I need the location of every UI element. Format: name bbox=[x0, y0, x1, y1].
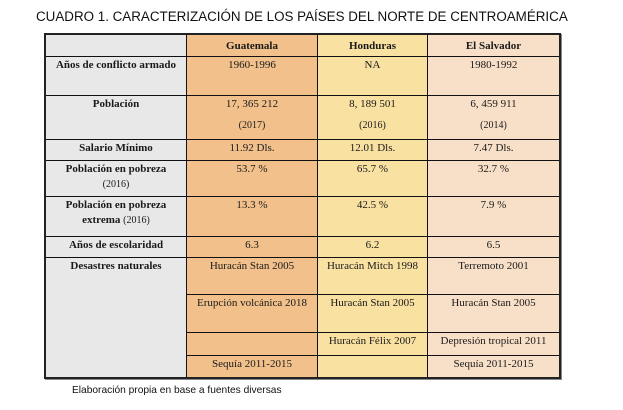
population-value: 6, 459 911 bbox=[470, 98, 517, 110]
cell-honduras: 8, 189 501 (2016) bbox=[317, 95, 428, 140]
cell-el-salvador: 6, 459 911 (2014) bbox=[427, 95, 561, 140]
population-year: (2014) bbox=[480, 120, 507, 131]
cell-guatemala: 13.3 % bbox=[186, 196, 318, 237]
table-title: CUADRO 1. CARACTERIZACIÓN DE LOS PAÍSES … bbox=[36, 9, 568, 24]
cell-honduras: 65.7 % bbox=[317, 160, 428, 197]
cell-honduras: 6.2 bbox=[317, 236, 428, 258]
label-text: Población en pobreza extrema bbox=[65, 199, 167, 226]
cell-el-salvador: Sequía 2011-2015 bbox=[427, 355, 561, 379]
cell-honduras: Huracán Mitch 1998 bbox=[317, 257, 428, 295]
cell-honduras: Huracán Félix 2007 bbox=[317, 332, 428, 356]
cell-el-salvador: 32.7 % bbox=[427, 160, 561, 197]
row-label-salario: Salario Mínimo bbox=[44, 139, 187, 161]
row-label-poblacion: Población bbox=[44, 95, 187, 140]
table-row: Sequía 2011-2015 Sequía 2011-2015 bbox=[45, 355, 561, 379]
cell-honduras: 12.01 Dls. bbox=[317, 139, 428, 161]
cell-guatemala: 53.7 % bbox=[186, 160, 318, 197]
header-empty bbox=[44, 33, 187, 57]
row-label-pobreza-extrema: Población en pobreza extrema (2016) bbox=[44, 196, 187, 237]
source-caption: Elaboración propia en base a fuentes div… bbox=[72, 385, 282, 396]
cell-honduras: Huracán Stan 2005 bbox=[317, 294, 428, 333]
row-label-desastres: Desastres naturales bbox=[44, 257, 187, 379]
cell-el-salvador: 6.5 bbox=[427, 236, 561, 258]
table-row: Años de conflicto armado 1960-1996 NA 19… bbox=[44, 56, 561, 96]
table-row: Población 17, 365 212 (2017) 8, 189 501 … bbox=[44, 95, 561, 140]
label-note: (2016) bbox=[123, 215, 150, 226]
cell-guatemala: Erupción volcánica 2018 bbox=[186, 294, 318, 333]
cell-honduras: 42.5 % bbox=[317, 196, 428, 237]
row-label-conflicto: Años de conflicto armado bbox=[44, 56, 187, 96]
table-row: Huracán Félix 2007 Depresión tropical 20… bbox=[45, 332, 561, 356]
label-text: Población en pobreza bbox=[65, 163, 167, 175]
population-year: (2016) bbox=[359, 120, 386, 131]
table-row: Años de escolaridad 6.3 6.2 6.5 bbox=[44, 236, 561, 258]
table-row: Erupción volcánica 2018 Huracán Stan 200… bbox=[45, 294, 561, 333]
header-guatemala: Guatemala bbox=[186, 33, 318, 57]
cell-honduras: NA bbox=[317, 56, 428, 96]
cell-guatemala: 6.3 bbox=[186, 236, 318, 258]
cell-guatemala: 17, 365 212 (2017) bbox=[186, 95, 318, 140]
header-honduras: Honduras bbox=[317, 33, 428, 57]
row-label-pobreza: Población en pobreza (2016) bbox=[44, 160, 187, 197]
population-value: 8, 189 501 bbox=[349, 98, 396, 110]
cell-guatemala bbox=[186, 332, 318, 356]
population-year: (2017) bbox=[238, 120, 266, 131]
cell-guatemala: 11.92 Dls. bbox=[186, 139, 318, 161]
cell-el-salvador: Terremoto 2001 bbox=[427, 257, 561, 295]
cell-el-salvador: 7.47 Dls. bbox=[427, 139, 561, 161]
cell-el-salvador: 7.9 % bbox=[427, 196, 561, 237]
label-note: (2016) bbox=[102, 179, 130, 190]
header-el-salvador: El Salvador bbox=[427, 33, 561, 57]
population-value: 17, 365 212 bbox=[225, 98, 279, 110]
cell-el-salvador: Huracán Stan 2005 bbox=[427, 294, 561, 333]
cell-guatemala: Sequía 2011-2015 bbox=[186, 355, 318, 379]
cell-guatemala: 1960-1996 bbox=[186, 56, 318, 96]
cell-el-salvador: Depresión tropical 2011 bbox=[427, 332, 561, 356]
cell-honduras bbox=[317, 355, 428, 379]
table-row: Salario Mínimo 11.92 Dls. 12.01 Dls. 7.4… bbox=[44, 139, 561, 161]
cell-guatemala: Huracán Stan 2005 bbox=[186, 257, 318, 295]
cell-el-salvador: 1980-1992 bbox=[427, 56, 561, 96]
row-label-escolaridad: Años de escolaridad bbox=[44, 236, 187, 258]
table-row: Población en pobreza (2016) 53.7 % 65.7 … bbox=[44, 160, 561, 197]
table-header-row: Guatemala Honduras El Salvador bbox=[44, 33, 561, 57]
table-row: Desastres naturales Huracán Stan 2005 Hu… bbox=[44, 257, 561, 379]
table-row: Población en pobreza extrema (2016) 13.3… bbox=[44, 196, 561, 237]
characterization-table: Guatemala Honduras El Salvador Años de c… bbox=[44, 33, 561, 379]
